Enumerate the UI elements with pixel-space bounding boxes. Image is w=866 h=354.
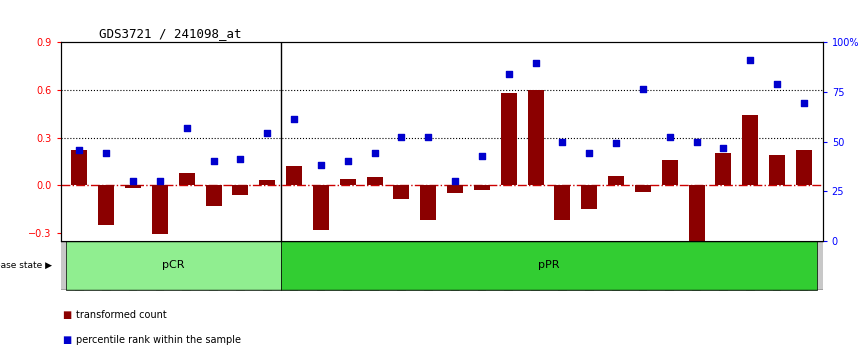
- Bar: [420, 185, 436, 220]
- Text: percentile rank within the sample: percentile rank within the sample: [76, 335, 242, 345]
- Text: disease state ▶: disease state ▶: [0, 261, 52, 270]
- Point: [314, 162, 328, 167]
- Bar: [98, 185, 114, 225]
- Text: transformed count: transformed count: [76, 310, 167, 320]
- Bar: [393, 185, 410, 200]
- Point: [448, 178, 462, 184]
- Bar: [313, 185, 329, 230]
- Point: [555, 139, 569, 144]
- Point: [153, 178, 167, 184]
- Point: [797, 100, 811, 105]
- Point: [528, 60, 542, 66]
- Text: pCR: pCR: [162, 261, 184, 270]
- Point: [207, 158, 221, 164]
- Point: [743, 57, 757, 63]
- Point: [609, 140, 623, 146]
- Point: [716, 145, 730, 151]
- Text: pPR: pPR: [539, 261, 559, 270]
- Point: [180, 125, 194, 131]
- Bar: [662, 160, 678, 185]
- Point: [689, 139, 703, 144]
- Point: [636, 86, 650, 92]
- Bar: [71, 150, 87, 185]
- Point: [368, 150, 382, 155]
- Point: [422, 134, 436, 140]
- Bar: [286, 166, 302, 185]
- Text: GDS3721 / 241098_at: GDS3721 / 241098_at: [99, 27, 242, 40]
- Bar: [259, 181, 275, 185]
- Point: [288, 116, 301, 121]
- Bar: [527, 90, 544, 185]
- Bar: [447, 185, 463, 193]
- Point: [261, 130, 275, 136]
- Text: ■: ■: [62, 310, 72, 320]
- Bar: [474, 185, 490, 190]
- Point: [475, 153, 488, 159]
- Bar: [742, 115, 759, 185]
- Bar: [125, 185, 141, 188]
- Bar: [608, 176, 624, 185]
- Point: [395, 134, 409, 140]
- Point: [501, 72, 515, 77]
- Bar: [366, 177, 383, 185]
- Bar: [688, 185, 705, 241]
- Bar: [501, 93, 517, 185]
- Bar: [769, 155, 785, 185]
- Bar: [66, 241, 281, 290]
- Bar: [232, 185, 249, 195]
- Point: [770, 81, 784, 86]
- Bar: [205, 185, 222, 206]
- Bar: [178, 172, 195, 185]
- Point: [126, 178, 140, 184]
- Point: [100, 150, 113, 155]
- Point: [73, 147, 87, 152]
- Bar: [796, 150, 812, 185]
- Bar: [152, 185, 168, 234]
- Point: [234, 156, 248, 162]
- Point: [582, 150, 596, 155]
- Bar: [581, 185, 598, 209]
- Bar: [635, 185, 651, 192]
- Point: [662, 134, 676, 140]
- Bar: [281, 241, 818, 290]
- Text: ■: ■: [62, 335, 72, 345]
- Bar: [715, 154, 732, 185]
- Bar: [339, 179, 356, 185]
- Point: [341, 159, 355, 164]
- Bar: [554, 185, 571, 220]
